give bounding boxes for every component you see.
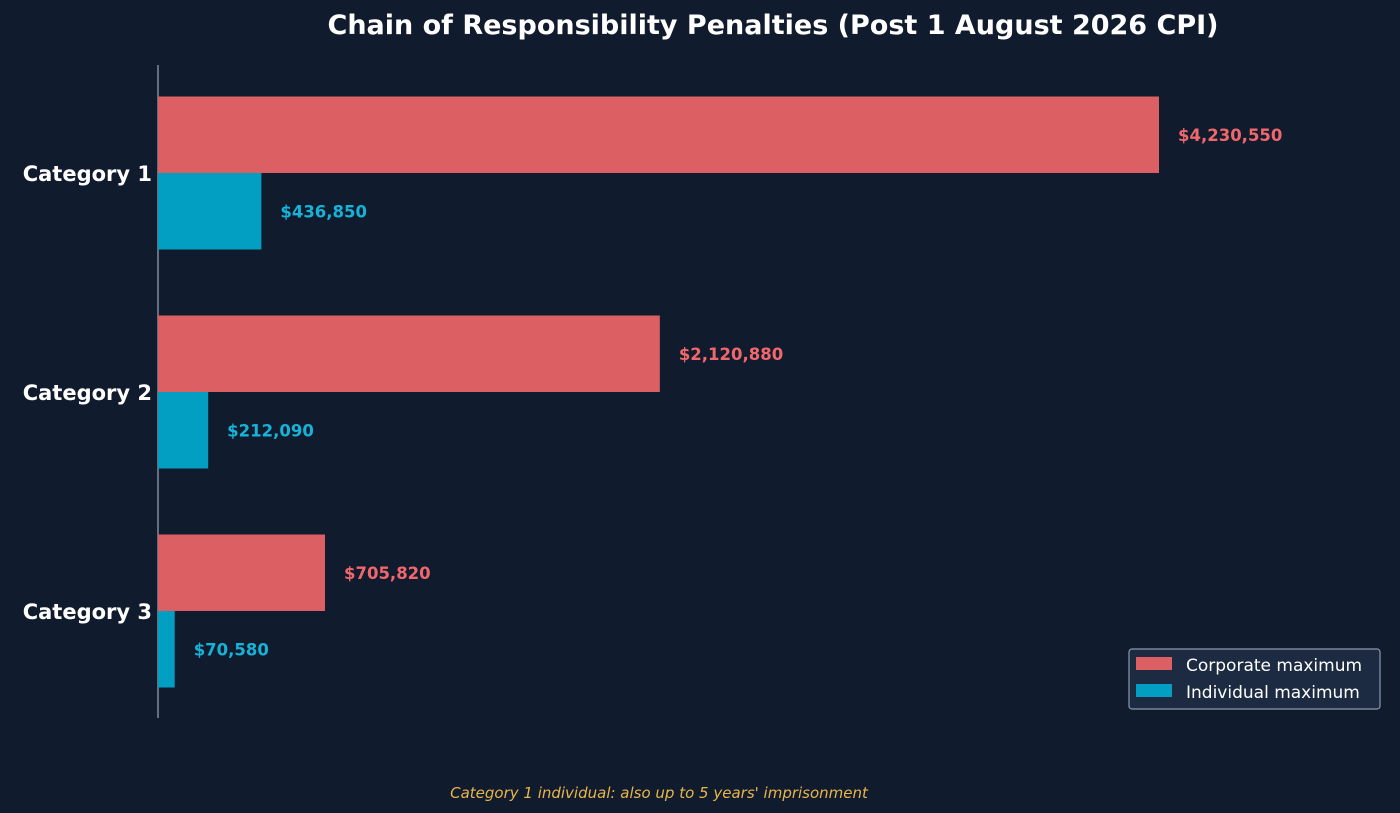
value-label-corporate: $4,230,550 [1178,126,1282,145]
value-label-individual: $212,090 [227,421,314,440]
bar-corporate [158,534,326,611]
value-label-corporate: $2,120,880 [679,345,783,364]
bar-individual [158,611,175,688]
bar-corporate [158,96,1159,173]
bar-individual [158,392,209,469]
category-label: Category 2 [23,381,152,405]
category-label: Category 3 [23,600,152,624]
footnote: Category 1 individual: also up to 5 year… [450,784,869,802]
bar-corporate [158,315,660,392]
chart-title: Chain of Responsibility Penalties (Post … [328,10,1219,41]
legend-swatch-individual [1136,684,1172,697]
legend: Corporate maximum Individual maximum [1128,648,1381,710]
legend-frame [1128,648,1381,710]
category-label: Category 1 [23,162,152,186]
value-label-individual: $436,850 [280,202,367,221]
bars-group: Category 1 $4,230,550 $436,850 Category 2 $2… [23,96,1282,688]
legend-swatch-corporate [1136,657,1172,670]
bar-individual [158,173,262,250]
value-label-individual: $70,580 [194,640,269,659]
legend-label-corporate: Corporate maximum [1186,656,1362,676]
value-label-corporate: $705,820 [344,564,431,583]
legend-label-individual: Individual maximum [1186,683,1360,703]
